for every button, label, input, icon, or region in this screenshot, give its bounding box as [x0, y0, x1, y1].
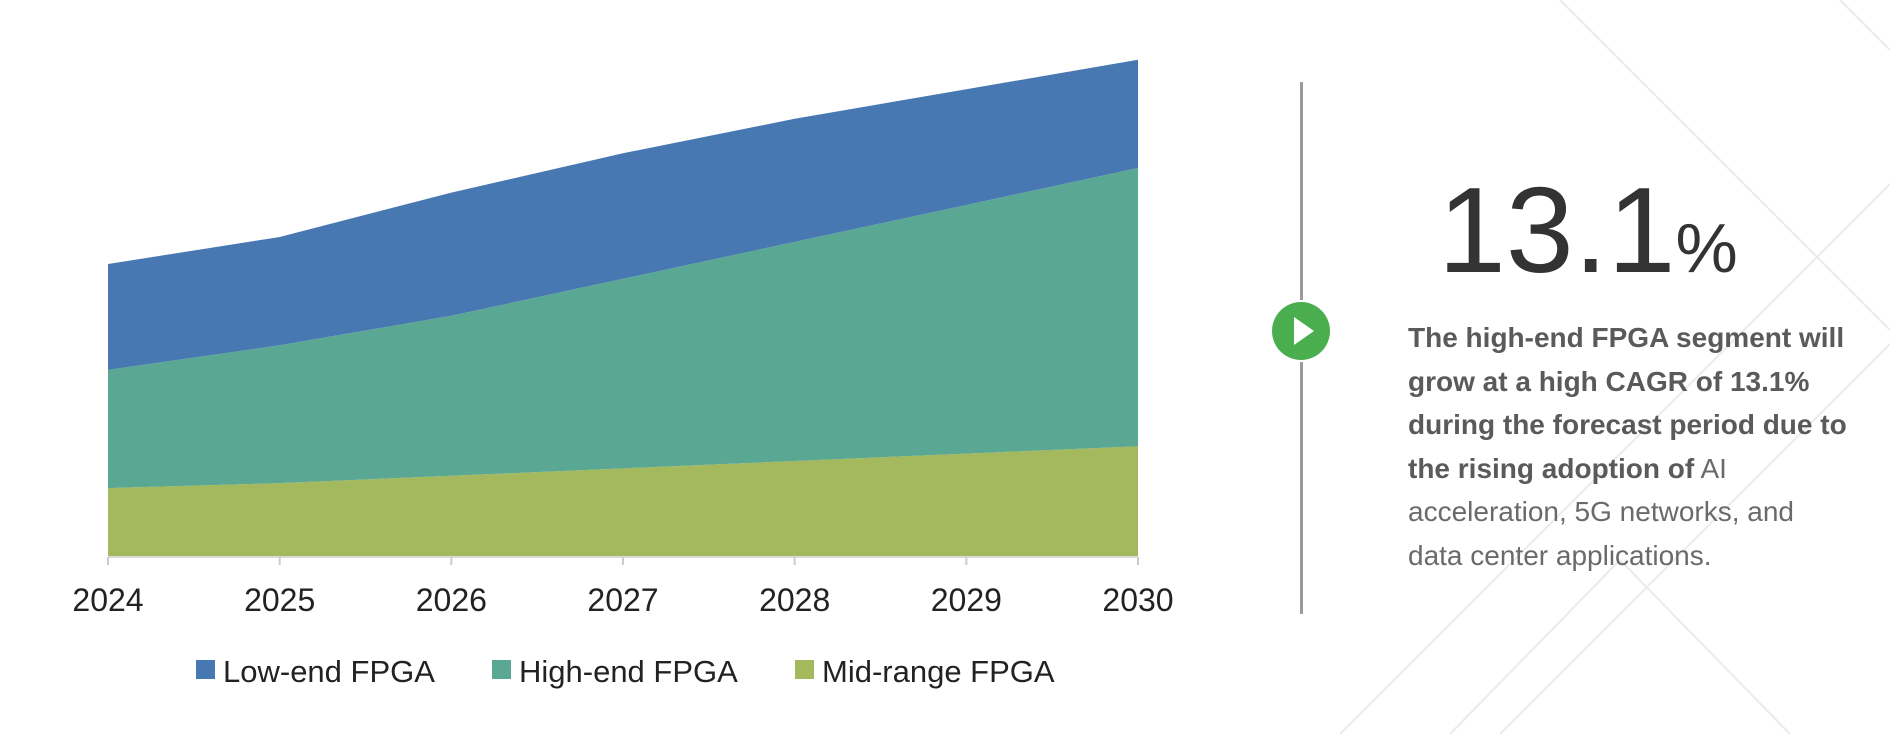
area-series-low-end-fpga: [108, 59, 1138, 370]
description-bold-text: The high-end FPGA segment will grow at a…: [1408, 322, 1847, 484]
cagr-unit: %: [1675, 209, 1738, 287]
legend-label: Low-end FPGA: [223, 654, 435, 689]
stacked-area-chart: 2024 2025 2026 2027 2028 2029 2030 Low-end FPG…: [72, 59, 1174, 689]
x-tick-label: 2029: [931, 582, 1002, 618]
legend-swatch: [196, 660, 215, 679]
legend-label: Mid-range FPGA: [822, 654, 1055, 689]
description-normal-text: AI acceleration, 5G networks, and data c…: [1408, 452, 1794, 571]
area-series-high-end-fpga: [108, 168, 1138, 489]
x-tick-label: 2028: [759, 582, 830, 618]
segment-description: The high-end FPGA segment will grow at a…: [1408, 316, 1848, 577]
play-button[interactable]: [1272, 302, 1330, 360]
cagr-stat: 13.1%: [1438, 160, 1738, 300]
play-icon: [1294, 317, 1314, 345]
legend-swatch: [795, 660, 814, 679]
x-tick-label: 2030: [1102, 582, 1173, 618]
legend-swatch: [492, 660, 511, 679]
x-tick-label: 2024: [72, 582, 143, 618]
x-tick-label: 2027: [587, 582, 658, 618]
x-tick-label: 2026: [416, 582, 487, 618]
legend-label: High-end FPGA: [519, 654, 738, 689]
area-series-mid-range-fpga: [108, 446, 1138, 557]
x-tick-label: 2025: [244, 582, 315, 618]
cagr-value: 13.1: [1438, 162, 1676, 298]
